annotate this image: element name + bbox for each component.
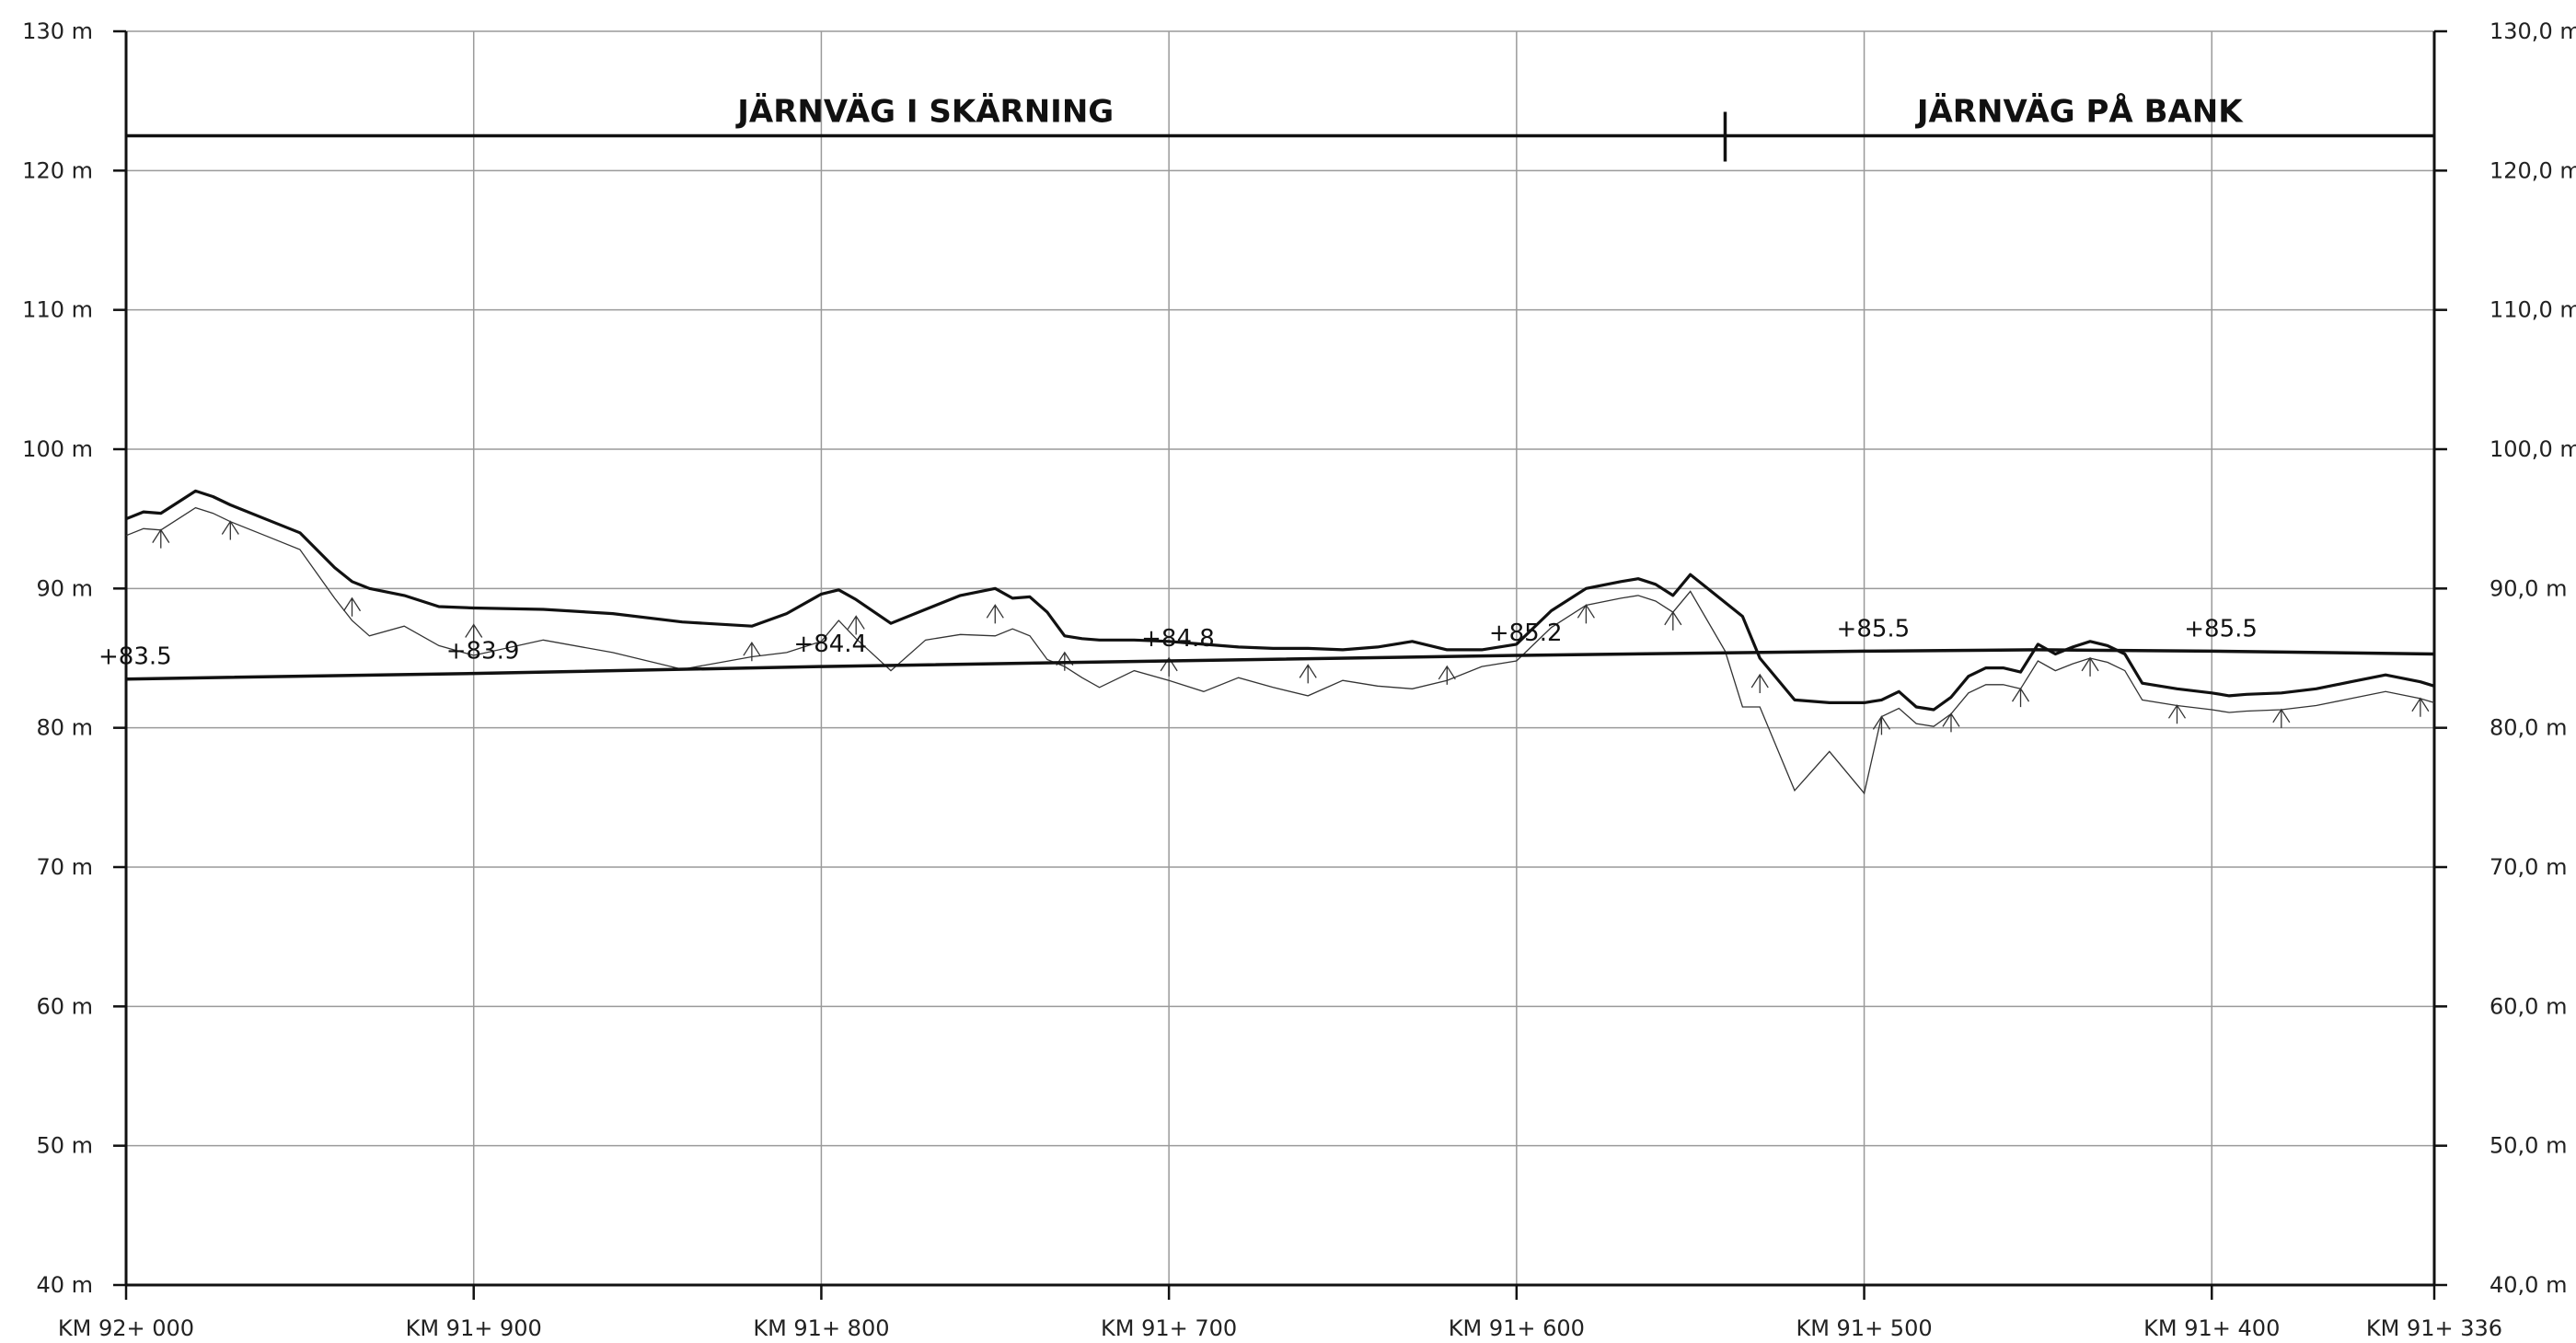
elevation-label: +85.5 xyxy=(1837,615,1911,643)
slope-mark xyxy=(2272,708,2291,728)
y-tick-label-right: 40,0 m xyxy=(2489,1272,2567,1298)
y-tick-label-left: 70 m xyxy=(36,854,93,880)
section-title: JÄRNVÄG PÅ BANK xyxy=(1915,93,2244,131)
y-tick-label-right: 60,0 m xyxy=(2489,993,2567,1019)
x-tick-label: KM 91+ 900 xyxy=(406,1315,542,1341)
slope-mark xyxy=(1750,673,1769,693)
elevation-label: +83.9 xyxy=(446,638,520,666)
slope-mark xyxy=(847,615,865,635)
elevation-label: +85.5 xyxy=(2184,615,2258,643)
y-tick-label-left: 90 m xyxy=(36,575,93,601)
x-tick-label: KM 91+ 400 xyxy=(2143,1315,2280,1341)
slope-mark xyxy=(152,528,170,549)
slope-mark xyxy=(342,596,362,617)
slope-mark xyxy=(1577,604,1595,624)
y-axis-left: 40 m 50 m 60 m 70 m 80 m 90 m 100 m 110 m 120 m 1… xyxy=(22,18,126,1298)
slope-mark xyxy=(2011,687,2030,708)
slope-mark xyxy=(743,641,761,662)
slope-mark xyxy=(1299,664,1317,684)
y-tick-label-right: 130,0 m xyxy=(2489,18,2576,44)
x-tick-label: KM 91+ 600 xyxy=(1449,1315,1585,1341)
y-tick-label-left: 130 m xyxy=(22,18,93,44)
y-tick-label-right: 110,0 m xyxy=(2489,297,2576,323)
elevation-label: +84.4 xyxy=(793,631,867,658)
slope-mark xyxy=(1664,610,1682,631)
y-tick-label-left: 60 m xyxy=(36,993,93,1019)
y-tick-label-right: 120,0 m xyxy=(2489,157,2576,183)
x-tick-label: KM 91+ 336 xyxy=(2366,1315,2502,1341)
y-tick-label-right: 100,0 m xyxy=(2489,436,2576,462)
x-tick-label: KM 91+ 800 xyxy=(753,1315,889,1341)
slope-mark xyxy=(465,623,483,643)
slope-mark xyxy=(221,520,239,540)
slope-mark xyxy=(1942,712,1960,733)
elevation-label: +83.5 xyxy=(98,643,172,671)
slope-mark xyxy=(2081,656,2099,677)
track-line xyxy=(125,648,2435,681)
elevation-label: +84.8 xyxy=(1141,625,1215,653)
slope-mark xyxy=(1872,715,1890,735)
section-title: JÄRNVÄG I SKÄRNING xyxy=(735,93,1114,131)
slope-mark xyxy=(2411,697,2430,717)
slope-mark xyxy=(986,604,1004,624)
series-layer xyxy=(125,489,2435,712)
x-tick-label: KM 92+ 000 xyxy=(58,1315,194,1341)
y-tick-label-left: 100 m xyxy=(22,436,93,462)
y-tick-label-right: 50,0 m xyxy=(2489,1133,2567,1159)
terrain-detail-line xyxy=(125,506,2435,795)
x-tick-label: KM 91+ 700 xyxy=(1101,1315,1237,1341)
y-tick-label-left: 80 m xyxy=(36,715,93,741)
terrain-line xyxy=(125,489,2435,712)
section-header: JÄRNVÄG I SKÄRNING JÄRNVÄG PÅ BANK xyxy=(126,93,2434,162)
plot-frame xyxy=(124,31,2436,1287)
y-tick-label-right: 80,0 m xyxy=(2489,715,2567,741)
x-tick-label: KM 91+ 500 xyxy=(1796,1315,1932,1341)
slope-mark xyxy=(2167,704,2187,724)
y-tick-label-left: 50 m xyxy=(36,1133,93,1159)
y-tick-label-left: 120 m xyxy=(22,157,93,183)
elevation-label: +85.2 xyxy=(1489,619,1563,647)
y-axis-right: 40,0 m 50,0 m 60,0 m 70,0 m 80,0 m 90,0 m 100,… xyxy=(2434,18,2576,1298)
y-tick-label-left: 110 m xyxy=(22,297,93,323)
slope-mark xyxy=(1438,665,1456,685)
y-tick-label-right: 90,0 m xyxy=(2489,575,2567,601)
y-tick-label-right: 70,0 m xyxy=(2489,854,2567,880)
elevation-labels: +83.5 +83.9 +84.4 +84.8 +85.2 +85.5 +85.5 xyxy=(98,615,2258,670)
y-tick-label-left: 40 m xyxy=(36,1272,93,1298)
x-axis: KM 92+ 000 KM 91+ 900 KM 91+ 800 KM 91+ 700… xyxy=(58,1285,2502,1341)
